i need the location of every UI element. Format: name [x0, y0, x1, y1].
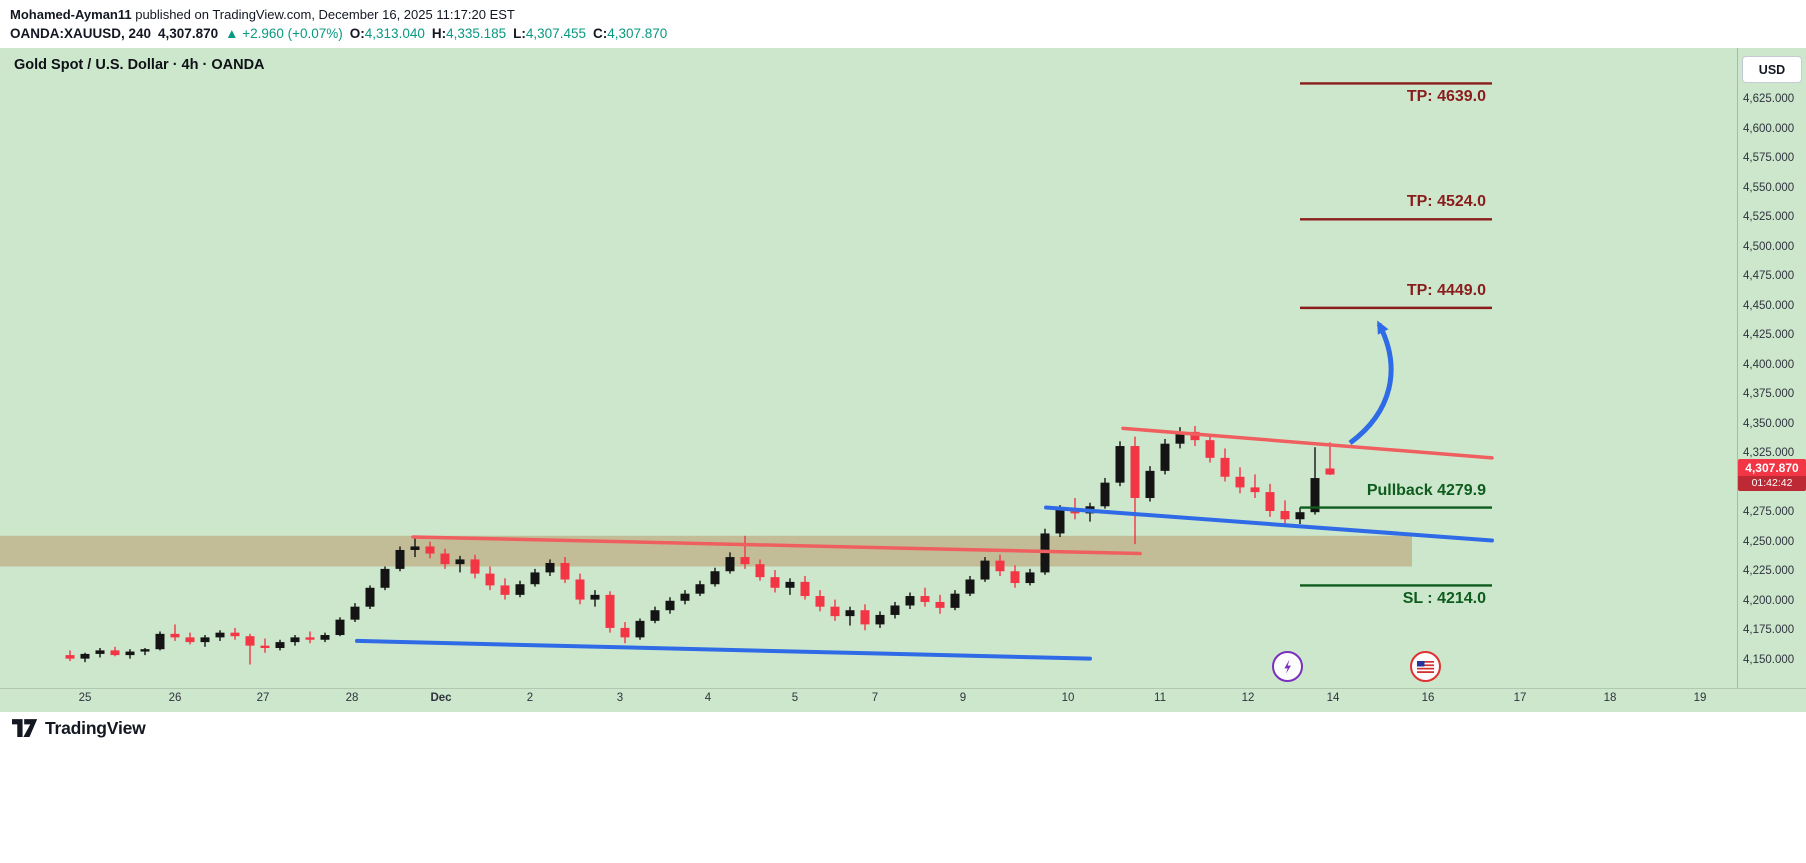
author-name: Mohamed-Ayman11: [10, 7, 132, 22]
low-value: 4,307.455: [525, 26, 586, 41]
high-label: H:: [431, 26, 447, 41]
publish-info: Mohamed-Ayman11 published on TradingView…: [10, 7, 515, 22]
low-label: L:: [513, 26, 526, 41]
open-value: 4,313.040: [364, 26, 425, 41]
chart-legend-title: Gold Spot / U.S. Dollar · 4h · OANDA: [14, 57, 265, 73]
lightning-icon: [1283, 659, 1291, 674]
us-flag-sticker: [1410, 651, 1441, 682]
time-axis-separator: [0, 688, 1806, 689]
chart-canvas: [0, 48, 1806, 712]
close-label: C:: [592, 26, 608, 41]
symbol-info-bar: OANDA:XAUUSD, 240 4,307.870 ▲ +2.960 (+0…: [10, 26, 667, 41]
badge-countdown: 01:42:42: [1738, 475, 1806, 491]
open-label: O:: [349, 26, 365, 41]
flash-sticker: [1272, 651, 1303, 682]
us-flag-icon: [1417, 660, 1434, 673]
current-price-badge[interactable]: 4,307.870 01:42:42: [1738, 458, 1806, 491]
currency-toggle-button[interactable]: USD: [1742, 56, 1802, 83]
publish-text: published on TradingView.com, December 1…: [131, 7, 515, 22]
badge-price: 4,307.870: [1745, 460, 1799, 475]
price-change: ▲ +2.960 (+0.07%): [225, 26, 343, 41]
tradingview-logo[interactable]: TradingView: [12, 717, 146, 739]
last-price: 4,307.870: [158, 26, 219, 41]
symbol-name: OANDA:XAUUSD, 240: [10, 26, 152, 41]
ohlc-values: O:4,313.040 H:4,335.185 L:4,307.455 C:4,…: [350, 26, 668, 41]
close-value: 4,307.870: [607, 26, 668, 41]
brand-name: TradingView: [45, 717, 146, 738]
price-axis-separator: [1737, 48, 1738, 688]
high-value: 4,335.185: [446, 26, 507, 41]
tradingview-mark-icon: [12, 719, 38, 737]
